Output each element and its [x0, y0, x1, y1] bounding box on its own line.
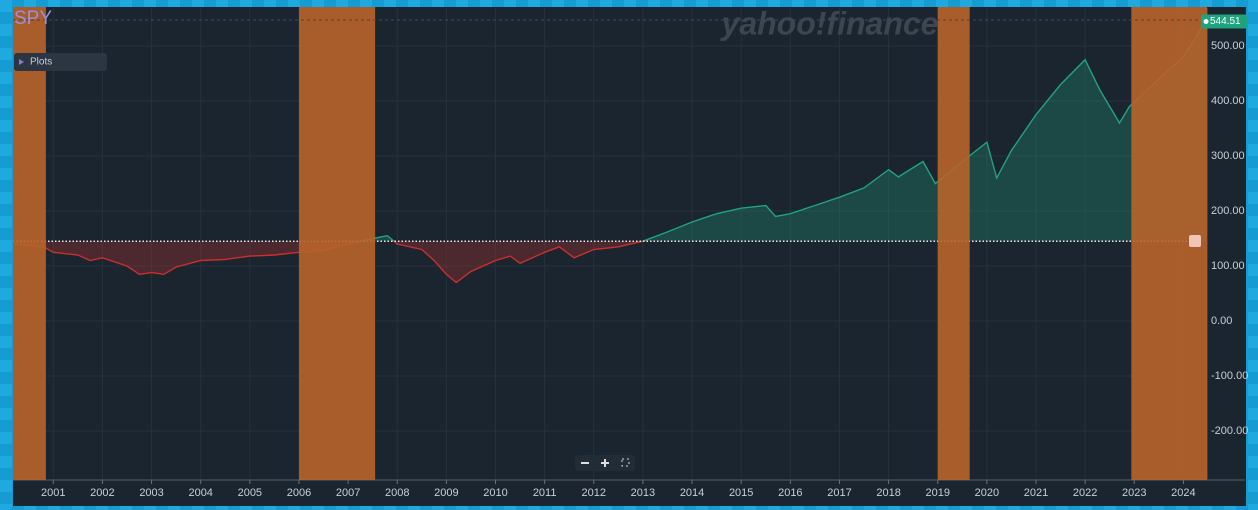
x-tick-label: 2003	[139, 487, 163, 499]
highlight-band	[298, 7, 376, 480]
x-tick-label: 2017	[827, 487, 851, 499]
fullscreen[interactable]	[621, 458, 630, 467]
x-tick-label: 2021	[1024, 487, 1048, 499]
x-tick-label: 2013	[631, 487, 655, 499]
plots-label[interactable]: Plots	[30, 57, 52, 68]
x-tick-label: 2014	[680, 487, 704, 499]
x-tick-label: 2009	[434, 487, 458, 499]
x-tick-label: 2015	[729, 487, 753, 499]
y-tick-label: 200.00	[1211, 205, 1245, 217]
x-tick-label: 2019	[925, 487, 949, 499]
x-tick-label: 2007	[336, 487, 360, 499]
x-tick-label: 2006	[287, 487, 311, 499]
watermark: yahoo!finance	[720, 5, 939, 41]
y-tick-label: -100.00	[1211, 370, 1248, 382]
x-tick-label: 2022	[1073, 487, 1097, 499]
x-tick-label: 2012	[582, 487, 606, 499]
chart-title: SPY	[14, 8, 52, 29]
y-tick-label: 500.00	[1211, 40, 1245, 52]
x-tick-label: 2004	[188, 487, 212, 499]
x-tick-label: 2001	[41, 487, 65, 499]
x-tick-label: 2008	[385, 487, 409, 499]
y-tick-label: 100.00	[1211, 260, 1245, 272]
plots-button[interactable]	[14, 53, 107, 71]
highlight-band	[13, 7, 46, 480]
last-price-label: 544.51	[1210, 16, 1241, 27]
highlight-band	[937, 7, 970, 480]
x-tick-label: 2023	[1122, 487, 1146, 499]
y-tick-label: 300.00	[1211, 150, 1245, 162]
plot-layer: 2001 2002 2003 2004 2005 2006 2007 2008 2009 2010…	[13, 7, 1248, 499]
last-price-dot	[1203, 18, 1209, 24]
line	[13, 21, 1207, 284]
baseline-handle[interactable]	[1189, 235, 1201, 247]
x-tick-label: 2005	[238, 487, 262, 499]
x-tick-label: 2016	[778, 487, 802, 499]
x-tick-label: 2018	[876, 487, 900, 499]
area	[13, 21, 1206, 283]
x-tick-label: 2024	[1171, 487, 1195, 499]
y-tick-label: -200.00	[1211, 425, 1248, 437]
x-tick-label: 2002	[90, 487, 114, 499]
last-price-tag	[1201, 14, 1247, 29]
x-tick-label: 2020	[975, 487, 999, 499]
x-tick-label: 2010	[483, 487, 507, 499]
zoom-in[interactable]	[601, 459, 609, 467]
y-tick-label: 0.00	[1211, 315, 1232, 327]
plots-icon	[19, 59, 24, 65]
x-tick-label: 2011	[533, 487, 557, 499]
y-tick-label: 400.00	[1211, 95, 1245, 107]
